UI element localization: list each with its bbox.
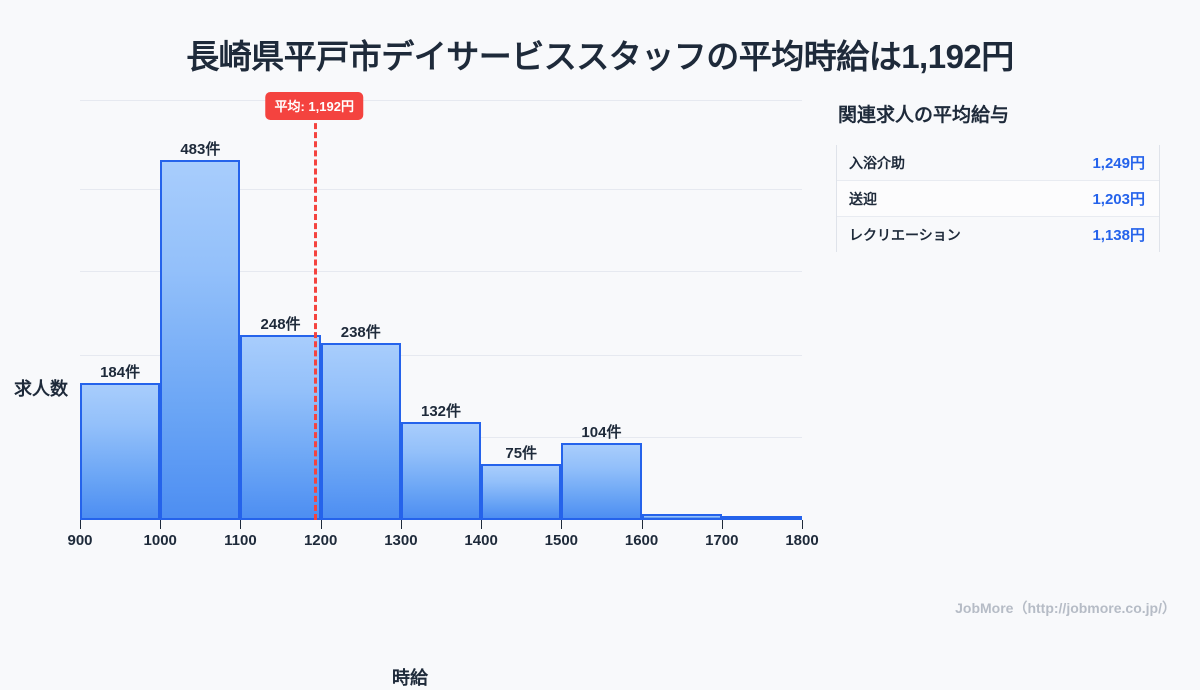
x-tick <box>481 520 483 529</box>
x-axis-line <box>80 518 802 520</box>
x-axis-label: 時給 <box>392 668 428 688</box>
bar-value-label: 483件 <box>180 141 221 159</box>
related-salary-title: 関連求人の平均給与 <box>838 105 1010 126</box>
x-tick <box>400 520 402 529</box>
bar-value-label: 132件 <box>420 402 462 420</box>
x-tick-label: 1200 <box>303 532 338 549</box>
bar <box>561 442 642 520</box>
x-tick-label: 1600 <box>624 532 659 549</box>
related-salary-panel: 関連求人の平均給与 入浴介助 1,249円送迎 1,203円レクリエーション 1,13… <box>836 100 1176 252</box>
x-tick <box>721 520 723 529</box>
related-salary-key: 送迎 <box>849 190 877 207</box>
mean-dashed-line <box>314 114 318 520</box>
x-tick-label: 1000 <box>143 532 177 549</box>
x-tick <box>160 520 162 529</box>
footer-attribution: JobMore（http://jobmore.co.jp/） <box>955 600 1176 616</box>
x-tick-label: 1800 <box>785 532 819 549</box>
bar-value-label: 248件 <box>260 316 301 334</box>
related-salary-key: 入浴介助 <box>849 154 905 171</box>
x-tick <box>802 520 803 529</box>
x-tick-label: 1400 <box>464 532 498 549</box>
bar <box>481 464 562 520</box>
table-row: レクリエーション 1,138円 <box>837 217 1159 252</box>
page-title: 長崎県平戸市デイサービススタッフの平均時給は1,192円 <box>186 38 1014 75</box>
bar-value-label: 75件 <box>505 445 538 463</box>
related-salary-key: レクリエーション <box>849 226 961 243</box>
gridline-2 <box>80 271 802 273</box>
x-tick-label: 1100 <box>224 532 257 549</box>
table-row: 送迎 1,203円 <box>837 181 1159 217</box>
gridline-1 <box>80 354 802 356</box>
x-tick <box>80 520 81 529</box>
x-tick <box>641 520 643 529</box>
bar-value-label: 104件 <box>581 423 622 441</box>
y-axis-label: 求人数 <box>14 379 68 399</box>
x-tick-label: 900 <box>67 532 93 549</box>
bar-value-label: 184件 <box>100 363 141 381</box>
table-row: 入浴介助 1,249円 <box>837 145 1159 181</box>
chart-page: 長崎県平戸市デイサービススタッフの平均時給は1,192円 求人数 184件 483… <box>0 38 1176 688</box>
x-tick-label: 1700 <box>705 532 739 549</box>
bar-value-label: 238件 <box>340 323 381 341</box>
x-tick <box>240 520 242 529</box>
related-salary-value: 1,138円 <box>1092 227 1145 244</box>
bar-series: 184件 483件 248件 238件 132件 75件 104件 <box>80 100 802 520</box>
bar <box>80 382 161 520</box>
related-salary-value: 1,203円 <box>1092 191 1145 208</box>
bar <box>320 342 401 520</box>
gridline-4 <box>80 100 802 101</box>
plot-area: 184件 483件 248件 238件 132件 75件 104件 900 1000 1100 1… <box>67 92 819 549</box>
bar <box>160 160 241 520</box>
x-tick-label: 1300 <box>384 532 418 549</box>
x-tick <box>320 520 322 529</box>
histogram-chart: 求人数 184件 483件 248件 238件 132件 75件 104件 900 1000 1… <box>0 92 820 688</box>
mean-badge: 平均: 1,192円 <box>265 92 363 120</box>
x-tick <box>561 520 563 529</box>
gridline-3 <box>80 188 802 190</box>
related-salary-value: 1,249円 <box>1092 155 1145 172</box>
bar <box>400 421 482 520</box>
bar <box>240 335 321 520</box>
related-salary-table: 入浴介助 1,249円送迎 1,203円レクリエーション 1,138円 <box>836 145 1160 252</box>
x-tick-label: 1500 <box>544 532 579 549</box>
